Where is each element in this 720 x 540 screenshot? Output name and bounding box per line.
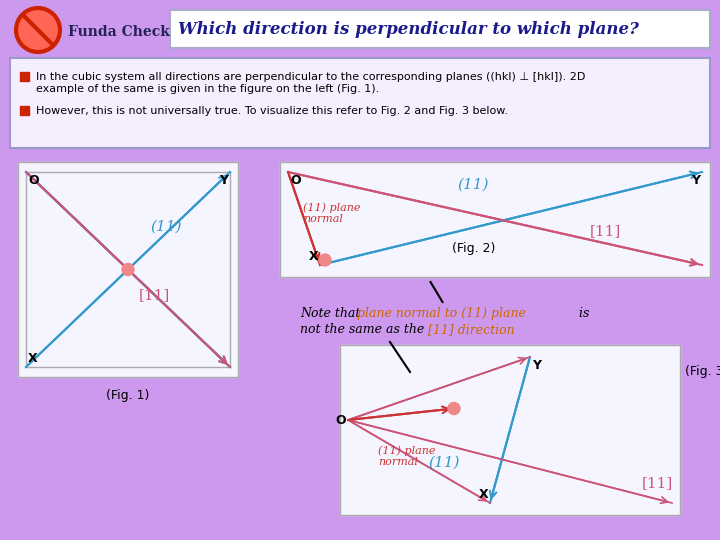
Bar — [340, 345, 680, 515]
Text: (11): (11) — [428, 456, 460, 470]
Bar — [20, 72, 29, 81]
Text: not the same as the: not the same as the — [300, 323, 428, 336]
Text: Note that: Note that — [300, 307, 364, 320]
Bar — [20, 106, 29, 115]
Text: O: O — [28, 174, 39, 187]
Circle shape — [319, 254, 331, 266]
Bar — [10, 58, 710, 148]
Text: (11): (11) — [150, 219, 181, 233]
Bar — [170, 10, 710, 48]
Text: (Fig. 1): (Fig. 1) — [107, 388, 150, 402]
Text: (Fig. 3): (Fig. 3) — [685, 365, 720, 378]
Text: [11] direction: [11] direction — [428, 323, 515, 336]
Circle shape — [448, 402, 460, 415]
Text: Y: Y — [532, 359, 541, 372]
Text: [11]: [11] — [139, 288, 170, 302]
Text: Funda Check: Funda Check — [68, 25, 170, 39]
Text: (Fig. 2): (Fig. 2) — [452, 242, 495, 255]
Text: [11]: [11] — [642, 476, 673, 490]
Text: (11): (11) — [458, 178, 490, 192]
Text: example of the same is given in the figure on the left (Fig. 1).: example of the same is given in the figu… — [36, 84, 379, 94]
Text: is: is — [575, 307, 590, 320]
Text: (11) plane
normal: (11) plane normal — [378, 445, 436, 467]
Bar — [18, 162, 238, 377]
Bar — [280, 162, 710, 277]
Text: O: O — [290, 174, 301, 187]
Circle shape — [122, 264, 134, 275]
Text: O: O — [336, 414, 346, 427]
Bar — [280, 162, 710, 277]
Text: Y: Y — [219, 174, 228, 187]
Text: However, this is not universally true. To visualize this refer to Fig. 2 and Fig: However, this is not universally true. T… — [36, 106, 508, 116]
Text: (11) plane
normal: (11) plane normal — [303, 202, 361, 224]
Text: X: X — [478, 488, 488, 501]
Text: Which direction is perpendicular to which plane?: Which direction is perpendicular to whic… — [178, 21, 639, 37]
Text: plane normal to (11) plane: plane normal to (11) plane — [357, 307, 526, 320]
Bar — [340, 345, 680, 515]
Text: In the cubic system all directions are perpendicular to the corresponding planes: In the cubic system all directions are p… — [36, 72, 585, 82]
Text: X: X — [28, 352, 37, 365]
Text: Y: Y — [691, 174, 700, 187]
Text: [11]: [11] — [590, 224, 621, 238]
Circle shape — [16, 8, 60, 52]
Bar — [18, 162, 238, 377]
Text: X: X — [308, 250, 318, 263]
